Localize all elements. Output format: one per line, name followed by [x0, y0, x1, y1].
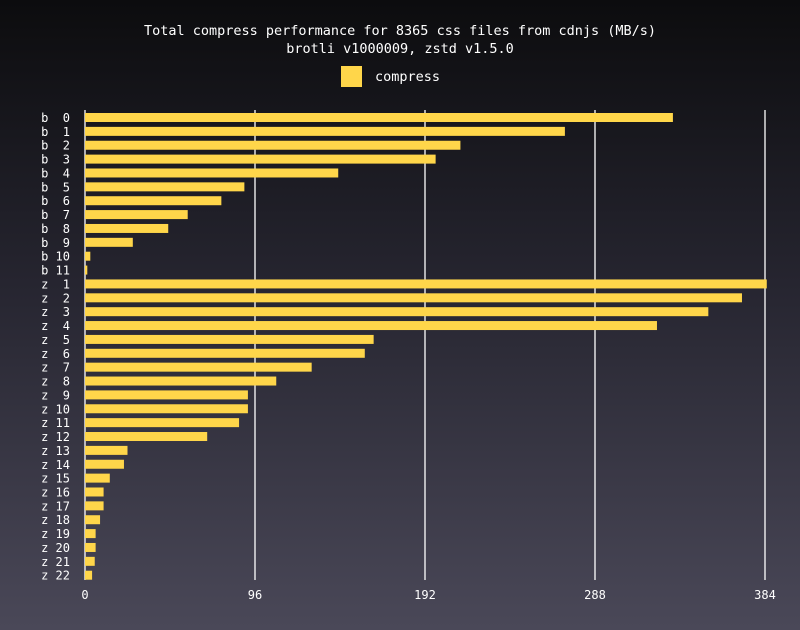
bar-b-8 [85, 223, 169, 233]
bar-z-7 [85, 362, 312, 372]
bar-z-5 [85, 334, 374, 344]
x-tick-label: 0 [81, 588, 88, 602]
category-label: z 17 [41, 499, 70, 513]
bar-z-11 [85, 418, 240, 428]
category-label: z 11 [41, 416, 70, 430]
bar-z-22 [85, 570, 93, 580]
category-label: b 5 [41, 180, 70, 194]
x-tick-label: 192 [414, 588, 436, 602]
bar-z-2 [85, 293, 742, 303]
category-label: z 18 [41, 513, 70, 527]
category-label: z 20 [41, 541, 70, 555]
category-label: b 11 [41, 264, 70, 278]
gridlines [84, 110, 766, 580]
bar-b-4 [85, 168, 339, 178]
category-label: z 22 [41, 569, 70, 583]
category-label: z 8 [41, 375, 70, 389]
category-label: b 4 [41, 166, 70, 180]
bar-z-15 [85, 473, 110, 483]
bar-z-21 [85, 556, 95, 566]
category-label: b 3 [41, 153, 70, 167]
bar-b-11 [85, 265, 88, 275]
category-label: b 1 [41, 125, 70, 139]
category-label: z 5 [41, 333, 70, 347]
category-labels: b 0b 1b 2b 3b 4b 5b 6b 7b 8b 9b 10b 11z … [41, 111, 70, 583]
category-label: b 6 [41, 194, 70, 208]
legend: compress [341, 66, 440, 87]
category-label: z 4 [41, 319, 70, 333]
category-label: b 0 [41, 111, 70, 125]
category-label: z 12 [41, 430, 70, 444]
category-label: z 15 [41, 472, 70, 486]
bar-z-12 [85, 432, 208, 442]
category-label: b 10 [41, 250, 70, 264]
bar-z-16 [85, 487, 104, 497]
category-label: z 21 [41, 555, 70, 569]
x-tick-label: 96 [248, 588, 262, 602]
category-label: b 8 [41, 222, 70, 236]
bar-z-8 [85, 376, 277, 386]
category-label: z 19 [41, 527, 70, 541]
category-label: z 2 [41, 291, 70, 305]
bar-b-1 [85, 126, 565, 136]
category-label: z 13 [41, 444, 70, 458]
bar-z-13 [85, 445, 128, 455]
bar-b-2 [85, 140, 461, 150]
bar-z-17 [85, 501, 104, 511]
bar-b-9 [85, 237, 133, 247]
bar-b-5 [85, 182, 245, 192]
bars [85, 113, 767, 580]
bar-z-10 [85, 404, 248, 414]
bar-z-18 [85, 515, 101, 525]
category-label: b 2 [41, 139, 70, 153]
category-label: z 7 [41, 361, 70, 375]
category-label: z 9 [41, 388, 70, 402]
bar-b-10 [85, 251, 91, 261]
category-label: z 1 [41, 277, 70, 291]
category-label: z 10 [41, 402, 70, 416]
bar-z-4 [85, 321, 657, 331]
bar-z-20 [85, 542, 96, 552]
legend-swatch [341, 66, 362, 87]
chart-title: Total compress performance for 8365 css … [144, 23, 656, 39]
bar-z-14 [85, 459, 124, 469]
category-label: z 16 [41, 485, 70, 499]
bar-b-3 [85, 154, 436, 164]
category-label: b 7 [41, 208, 70, 222]
bar-z-6 [85, 348, 365, 358]
category-label: b 9 [41, 236, 70, 250]
bar-b-0 [85, 113, 673, 122]
bar-b-6 [85, 196, 222, 206]
bar-z-3 [85, 307, 709, 317]
category-label: z 6 [41, 347, 70, 361]
x-tick-label: 288 [584, 588, 606, 602]
bar-z-9 [85, 390, 248, 400]
x-tick-label: 384 [754, 588, 776, 602]
bar-b-7 [85, 210, 188, 220]
chart-subtitle: brotli v1000009, zstd v1.5.0 [286, 41, 514, 57]
bar-z-1 [85, 279, 767, 289]
category-label: z 3 [41, 305, 70, 319]
x-tick-labels: 0 96 192 288 384 [81, 588, 775, 602]
bar-z-19 [85, 529, 96, 539]
category-label: z 14 [41, 458, 70, 472]
legend-label: compress [375, 69, 440, 85]
